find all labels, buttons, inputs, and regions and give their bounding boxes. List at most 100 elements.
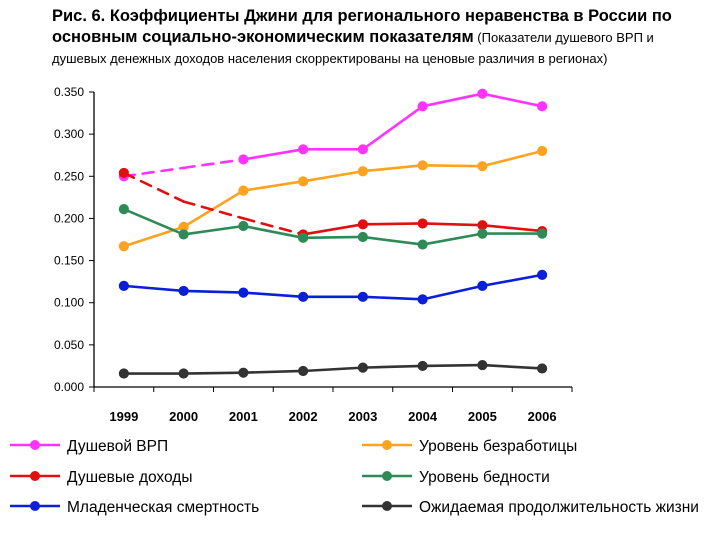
legend-swatch-marker: [382, 501, 392, 511]
legend-label: Душевые доходы: [67, 469, 192, 486]
series-line-segment: [182, 189, 245, 229]
data-point: [178, 229, 189, 240]
data-point: [298, 365, 309, 377]
data-point: [477, 88, 488, 99]
data-point: [357, 219, 368, 230]
x-tick-label: 2001: [229, 409, 258, 424]
series-line-segment: [481, 92, 544, 108]
legend-swatch-marker: [30, 471, 40, 481]
legend-item: Младенческая смертность: [10, 499, 259, 516]
legend-item: Ожидаемая продолжительность жизни: [362, 499, 699, 516]
y-tick-label: 0.150: [54, 254, 84, 268]
legend-label: Младенческая смертность: [67, 499, 259, 516]
series-line-segment: [242, 291, 305, 299]
data-point: [238, 154, 249, 165]
series-line-segment: [481, 149, 544, 168]
legend-swatch-marker: [382, 471, 392, 481]
data-point: [118, 368, 129, 379]
title-line-3: душевых денежных доходов населения скорр…: [52, 51, 608, 66]
chart-title: Рис. 6. Коэффициенты Джини для региональ…: [52, 6, 712, 69]
y-tick-label: 0.100: [54, 296, 84, 310]
data-point: [477, 161, 488, 172]
data-point: [417, 160, 428, 171]
series-line-segment: [481, 363, 544, 370]
series-line-segment: [361, 164, 424, 173]
series-line-segment: [242, 180, 305, 192]
data-point: [357, 362, 368, 373]
legend-item: Душевой ВРП: [10, 438, 168, 455]
series-line-segment: [361, 235, 424, 246]
legend-swatch-marker: [382, 440, 392, 450]
series-layer: [118, 88, 548, 379]
data-point: [357, 231, 368, 243]
series-line-segment: [421, 92, 484, 108]
data-point: [537, 269, 548, 280]
series-line-segment: [301, 223, 365, 236]
data-point: [417, 360, 428, 372]
data-point: [537, 145, 548, 157]
series-line-segment: [122, 284, 185, 293]
series-line-segment: [182, 289, 245, 294]
x-tick-label: 2006: [528, 409, 557, 424]
data-point: [238, 367, 249, 378]
data-point: [417, 101, 428, 112]
data-point: [118, 280, 129, 291]
title-line-2: основным социально-экономическим показат…: [52, 28, 654, 46]
legend-label: Уровень безработицы: [419, 438, 577, 455]
series-line-segment: [421, 232, 484, 246]
series-line-segment: [122, 207, 185, 236]
series-2: [118, 145, 548, 252]
legend-swatch-marker: [30, 501, 40, 511]
x-tick-label: 2004: [408, 409, 438, 424]
series-3: [118, 167, 548, 240]
chart-axes: 0.000 0.050 0.100 0.150 0.200 0.250 0.300 0.350…: [54, 85, 573, 424]
x-tick-label: 1999: [109, 409, 138, 424]
legend-label: Ожидаемая продолжительность жизни: [419, 499, 699, 516]
data-point: [178, 285, 189, 297]
series-line-segment: [242, 369, 305, 374]
series-line-segment: [122, 166, 185, 178]
series-line-segment: [242, 148, 305, 161]
y-tick-label: 0.050: [54, 338, 84, 352]
series-line-segment: [421, 363, 484, 368]
data-point: [357, 166, 368, 177]
data-point: [537, 228, 548, 239]
data-point: [298, 176, 309, 187]
series-line-segment: [182, 158, 245, 170]
series-line-segment: [481, 273, 544, 288]
series-line-segment: [421, 222, 484, 227]
legend-item: Уровень безработицы: [362, 438, 577, 455]
series-line-segment: [421, 284, 484, 301]
y-tick-label: 0.000: [54, 380, 84, 394]
data-point: [357, 291, 368, 302]
data-point: [477, 359, 488, 371]
x-tick-label: 2005: [468, 409, 497, 424]
data-point: [178, 368, 189, 379]
series-5: [118, 269, 548, 305]
series-line-segment: [301, 169, 365, 183]
series-line-segment: [361, 222, 424, 226]
legend-item: Душевые доходы: [10, 469, 192, 486]
data-point: [118, 241, 129, 252]
legend-swatch-marker: [30, 440, 40, 450]
y-tick-label: 0.250: [54, 169, 84, 183]
data-point: [298, 291, 309, 302]
data-point: [417, 239, 428, 250]
data-point: [298, 144, 309, 155]
series-line-segment: [361, 364, 424, 369]
y-tick-label: 0.350: [54, 85, 84, 99]
series-line-segment: [182, 200, 245, 220]
series-line-segment: [301, 366, 365, 373]
series-line-segment: [361, 105, 424, 151]
y-tick-label: 0.300: [54, 127, 84, 141]
data-point: [477, 228, 488, 239]
data-point: [238, 220, 249, 232]
data-point: [118, 204, 129, 215]
legend-item: Уровень бедности: [362, 469, 550, 486]
data-point: [118, 167, 129, 179]
data-point: [238, 185, 249, 196]
series-line-segment: [182, 224, 245, 236]
series-line-segment: [301, 235, 365, 240]
chart-legend: Душевой ВРП Уровень безработицы Душевые до…: [10, 438, 699, 516]
